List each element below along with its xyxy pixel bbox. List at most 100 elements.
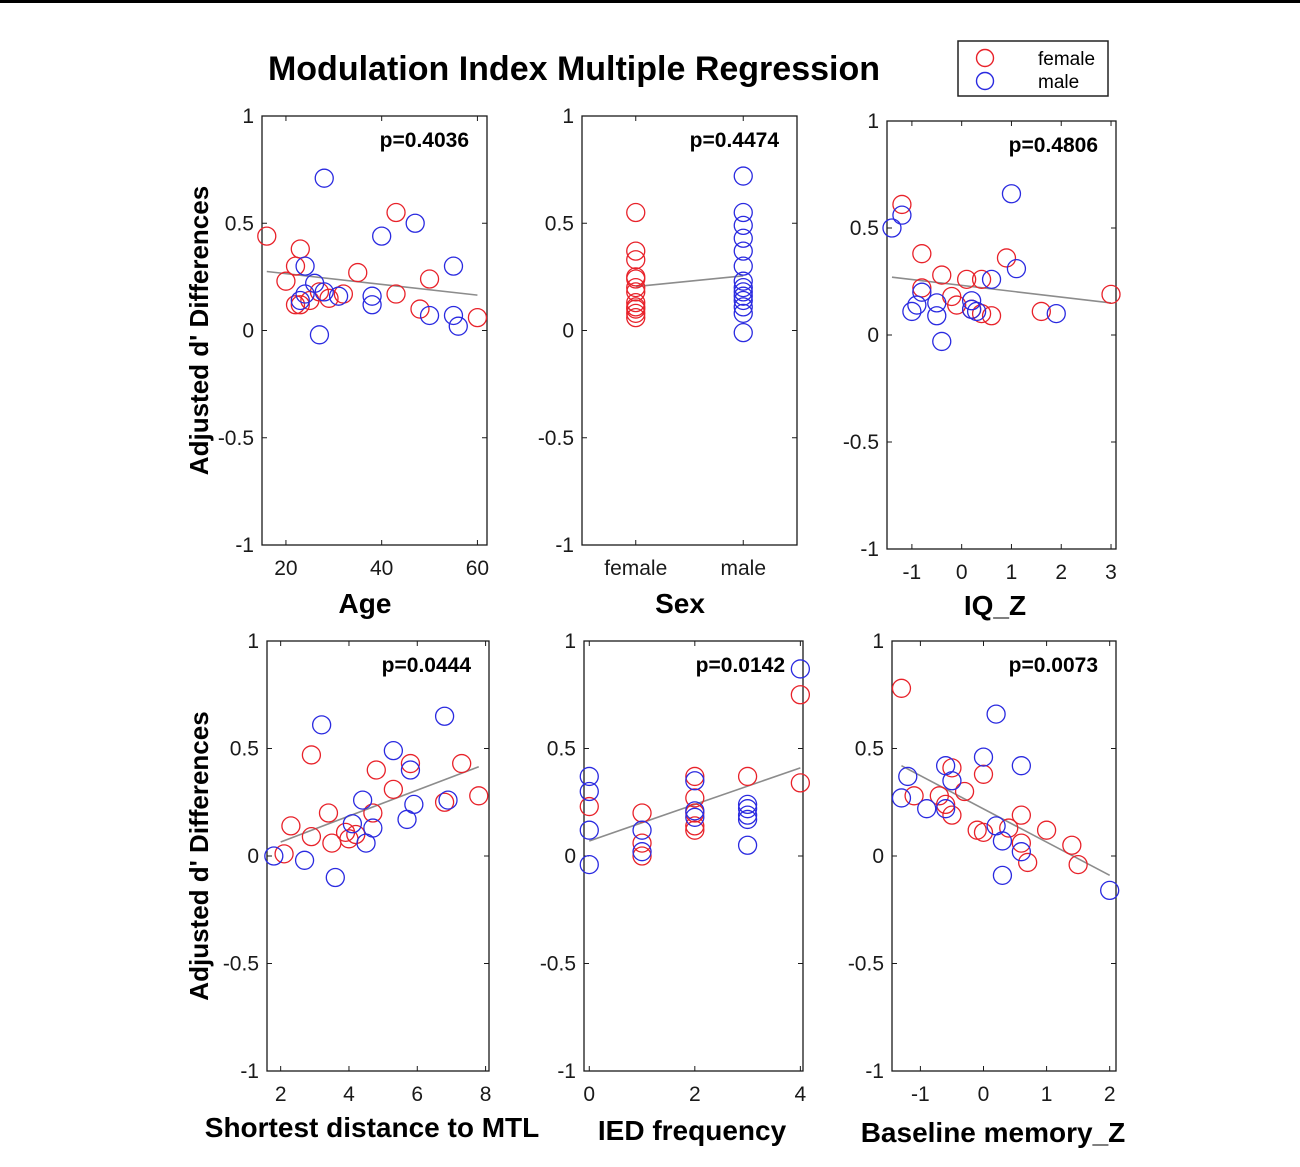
point-female [1011, 805, 1032, 825]
legend: female male [957, 40, 1109, 97]
point-male [942, 771, 962, 791]
y-tick-label: -1 [860, 538, 879, 561]
y-tick-label: 0.5 [547, 738, 576, 761]
x-tick-label: 0 [956, 561, 968, 584]
y-tick-label: 1 [872, 630, 884, 653]
point-male [438, 790, 458, 810]
panel-3: -1 -0.5 0 0.5 1 -1 0 1 2 3 IQ_Z p=0.4806 [843, 110, 1121, 621]
point-female [1101, 284, 1121, 304]
point-male [891, 788, 912, 808]
point-female [366, 760, 386, 780]
y-tick-label: -0.5 [540, 953, 576, 976]
point-female [319, 288, 339, 308]
point-male [737, 809, 758, 830]
point-male [685, 807, 705, 827]
y-tick-label: 0 [564, 845, 576, 868]
x-tick-label: 1 [1041, 1083, 1053, 1106]
point-male [1011, 842, 1032, 862]
point-male [992, 831, 1013, 851]
point-male [314, 168, 334, 188]
point-male [927, 293, 947, 313]
point-female [790, 773, 811, 793]
point-male [1006, 259, 1027, 279]
y-tick-label: -1 [557, 1060, 576, 1083]
axes-box [581, 115, 798, 546]
point-female [400, 753, 421, 774]
point-female [410, 299, 430, 319]
figure-title: Modulation Index Multiple Regression [268, 50, 880, 88]
point-male [362, 295, 382, 315]
y-tick-label: 0.5 [855, 738, 884, 761]
point-male [1001, 184, 1022, 204]
point-male [935, 799, 956, 819]
point-female [685, 766, 705, 787]
point-female [1068, 854, 1088, 875]
point-male [685, 801, 705, 821]
point-male [912, 282, 932, 302]
point-male [295, 256, 315, 276]
point-female [626, 241, 646, 261]
point-female [419, 269, 440, 289]
point-female [1031, 301, 1051, 322]
legend-male-label: male [1038, 72, 1079, 93]
point-female [892, 194, 912, 215]
point-female [891, 678, 912, 698]
point-male [737, 799, 758, 819]
point-male [443, 305, 464, 326]
point-female [467, 307, 488, 328]
point-male [295, 284, 315, 304]
y-tick-label: 1 [564, 630, 576, 653]
point-male [737, 805, 758, 825]
point-female [274, 844, 294, 864]
point-female [281, 816, 301, 836]
point-male [311, 715, 332, 735]
point-male [733, 277, 753, 298]
point-female [290, 295, 310, 315]
y-tick-label: 0 [562, 320, 574, 343]
point-female [626, 282, 646, 302]
point-male [992, 865, 1013, 885]
y-tick-label: -1 [240, 1060, 259, 1083]
point-male [342, 814, 363, 834]
point-female [685, 816, 705, 836]
point-female [626, 299, 646, 319]
point-male [733, 290, 753, 311]
fit-line [635, 275, 744, 288]
point-male [294, 850, 315, 870]
point-male [1100, 880, 1120, 901]
y-tick-label: 1 [247, 630, 259, 653]
point-female [386, 284, 406, 304]
point-female [1036, 820, 1057, 840]
panel-5: -1 -0.5 0 0.5 1 0 2 4 IED frequency p=0.0142 [540, 630, 811, 1146]
point-female [434, 792, 455, 812]
point-male [404, 794, 424, 815]
point-male [733, 215, 753, 236]
p-value-label: p=0.0142 [696, 654, 785, 677]
point-female [285, 295, 306, 315]
y-tick-label: 0.5 [230, 738, 259, 761]
point-male [434, 706, 455, 726]
panel-2: -1 -0.5 0 0.5 1 female male Sex p=0.4474 [538, 105, 798, 619]
point-female [632, 803, 652, 823]
y-axis-label: Adjusted d' Differences [184, 186, 214, 475]
point-female [257, 226, 277, 246]
point-female [942, 805, 962, 825]
y-tick-label: -0.5 [218, 427, 254, 450]
point-male [383, 741, 404, 761]
p-value-label: p=0.4806 [1009, 134, 1098, 157]
point-male [733, 202, 753, 223]
top-rule [0, 0, 1300, 3]
point-male [328, 286, 349, 306]
x-tick-label: 2 [1104, 1083, 1116, 1106]
point-male [632, 820, 652, 840]
y-tick-label: -0.5 [843, 431, 879, 454]
point-female [383, 779, 404, 799]
point-male [892, 205, 912, 225]
point-male [579, 766, 599, 787]
point-female [971, 269, 992, 290]
x-tick-label: 0 [978, 1083, 990, 1106]
point-male [898, 766, 918, 787]
x-tick-label: 4 [795, 1083, 807, 1106]
y-tick-label: 1 [242, 105, 254, 128]
